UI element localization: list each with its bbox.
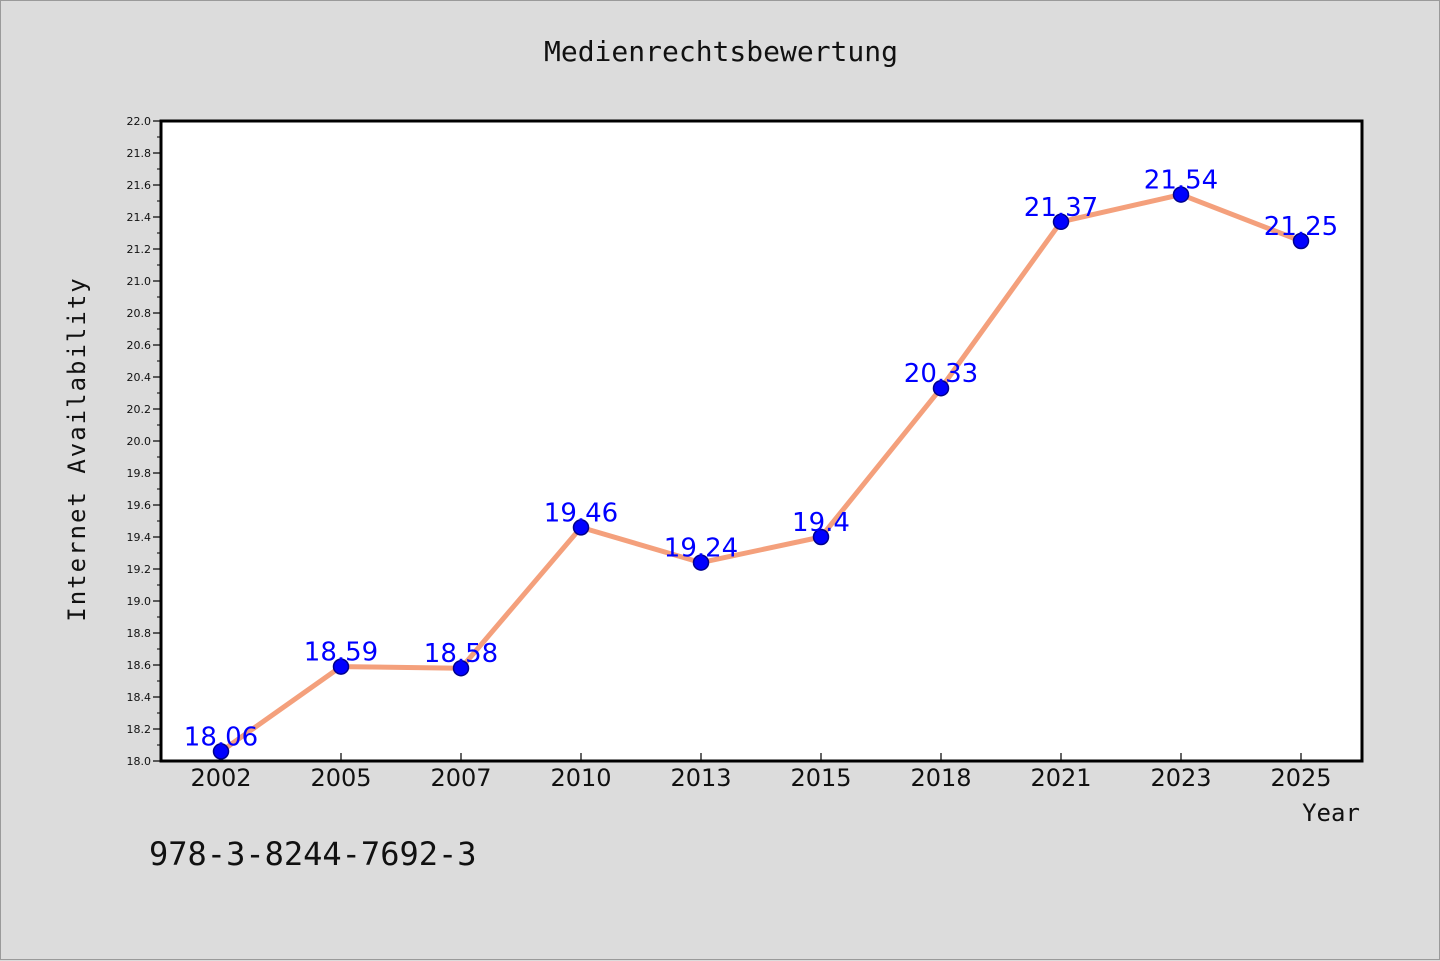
y-axis-label: Internet Availability xyxy=(63,276,91,621)
y-tick-label: 20.6 xyxy=(127,339,152,352)
data-label: 21.54 xyxy=(1144,166,1218,196)
data-point xyxy=(1052,213,1070,231)
series-layer: 18.06 18.59 18.58 19.46 19.24 19.4 20.33 21.37 2… xyxy=(184,166,1338,760)
data-label: 19.4 xyxy=(792,508,850,538)
data-point xyxy=(572,519,590,536)
data-point xyxy=(812,528,830,546)
y-tick-label: 18.6 xyxy=(127,659,152,672)
data-point xyxy=(932,379,950,397)
y-tick-label: 19.2 xyxy=(127,563,152,576)
x-tick-label: 2015 xyxy=(790,764,851,792)
data-label: 21.25 xyxy=(1264,212,1338,242)
plot-area xyxy=(159,119,1364,763)
y-tick-label: 21.6 xyxy=(127,179,152,192)
y-tick-label: 18.0 xyxy=(127,755,152,768)
y-tick-label: 19.4 xyxy=(127,531,152,544)
data-label: 21.37 xyxy=(1024,193,1098,223)
x-tick-label: 2013 xyxy=(670,764,731,792)
y-tick-label: 18.8 xyxy=(127,627,152,640)
x-tick-label: 2021 xyxy=(1030,764,1091,792)
x-axis: 2002 2005 2007 2010 2013 2015 2018 2021 2023 2025 xyxy=(190,753,1332,792)
y-tick-label: 18.4 xyxy=(127,691,152,704)
y-tick-label: 21.4 xyxy=(127,211,152,224)
x-axis-label: Year xyxy=(1302,799,1360,827)
data-label: 18.06 xyxy=(184,722,258,752)
data-point xyxy=(692,554,710,571)
x-tick-label: 2010 xyxy=(550,764,611,792)
y-tick-label: 19.8 xyxy=(127,467,152,480)
data-label: 18.59 xyxy=(304,638,378,668)
y-tick-label: 21.8 xyxy=(127,147,152,160)
y-tick-label: 19.6 xyxy=(127,499,152,512)
data-point xyxy=(212,743,230,760)
series-line xyxy=(219,192,1302,754)
y-axis: 18.0 18.2 18.4 18.6 18.8 19.0 19.2 19.4 19.6 19.8… xyxy=(127,115,161,768)
x-tick-label: 2023 xyxy=(1150,764,1211,792)
x-tick-label: 2025 xyxy=(1270,764,1331,792)
y-tick-label: 20.0 xyxy=(127,435,152,448)
data-point xyxy=(452,659,470,677)
y-tick-label: 20.2 xyxy=(127,403,152,416)
x-tick-label: 2002 xyxy=(190,764,251,792)
y-tick-label: 21.0 xyxy=(127,275,152,288)
x-tick-label: 2007 xyxy=(430,764,491,792)
data-label: 19.24 xyxy=(664,534,738,564)
y-tick-label: 21.2 xyxy=(127,243,152,256)
data-label: 18.58 xyxy=(424,639,498,669)
data-label: 20.33 xyxy=(904,359,978,389)
y-tick-label: 19.0 xyxy=(127,595,152,608)
data-label: 19.46 xyxy=(544,498,618,528)
chart-title: Medienrechtsbewertung xyxy=(543,35,898,68)
y-tick-label: 20.8 xyxy=(127,307,152,320)
y-tick-label: 18.2 xyxy=(127,723,152,736)
data-point xyxy=(332,658,350,675)
data-point xyxy=(1292,232,1310,250)
footer-code: 978-3-8244-7692-3 xyxy=(149,835,477,873)
data-point xyxy=(1172,186,1190,203)
y-tick-label: 22.0 xyxy=(127,115,152,128)
y-tick-label: 20.4 xyxy=(127,371,152,384)
x-tick-label: 2018 xyxy=(910,764,971,792)
x-tick-label: 2005 xyxy=(310,764,371,792)
